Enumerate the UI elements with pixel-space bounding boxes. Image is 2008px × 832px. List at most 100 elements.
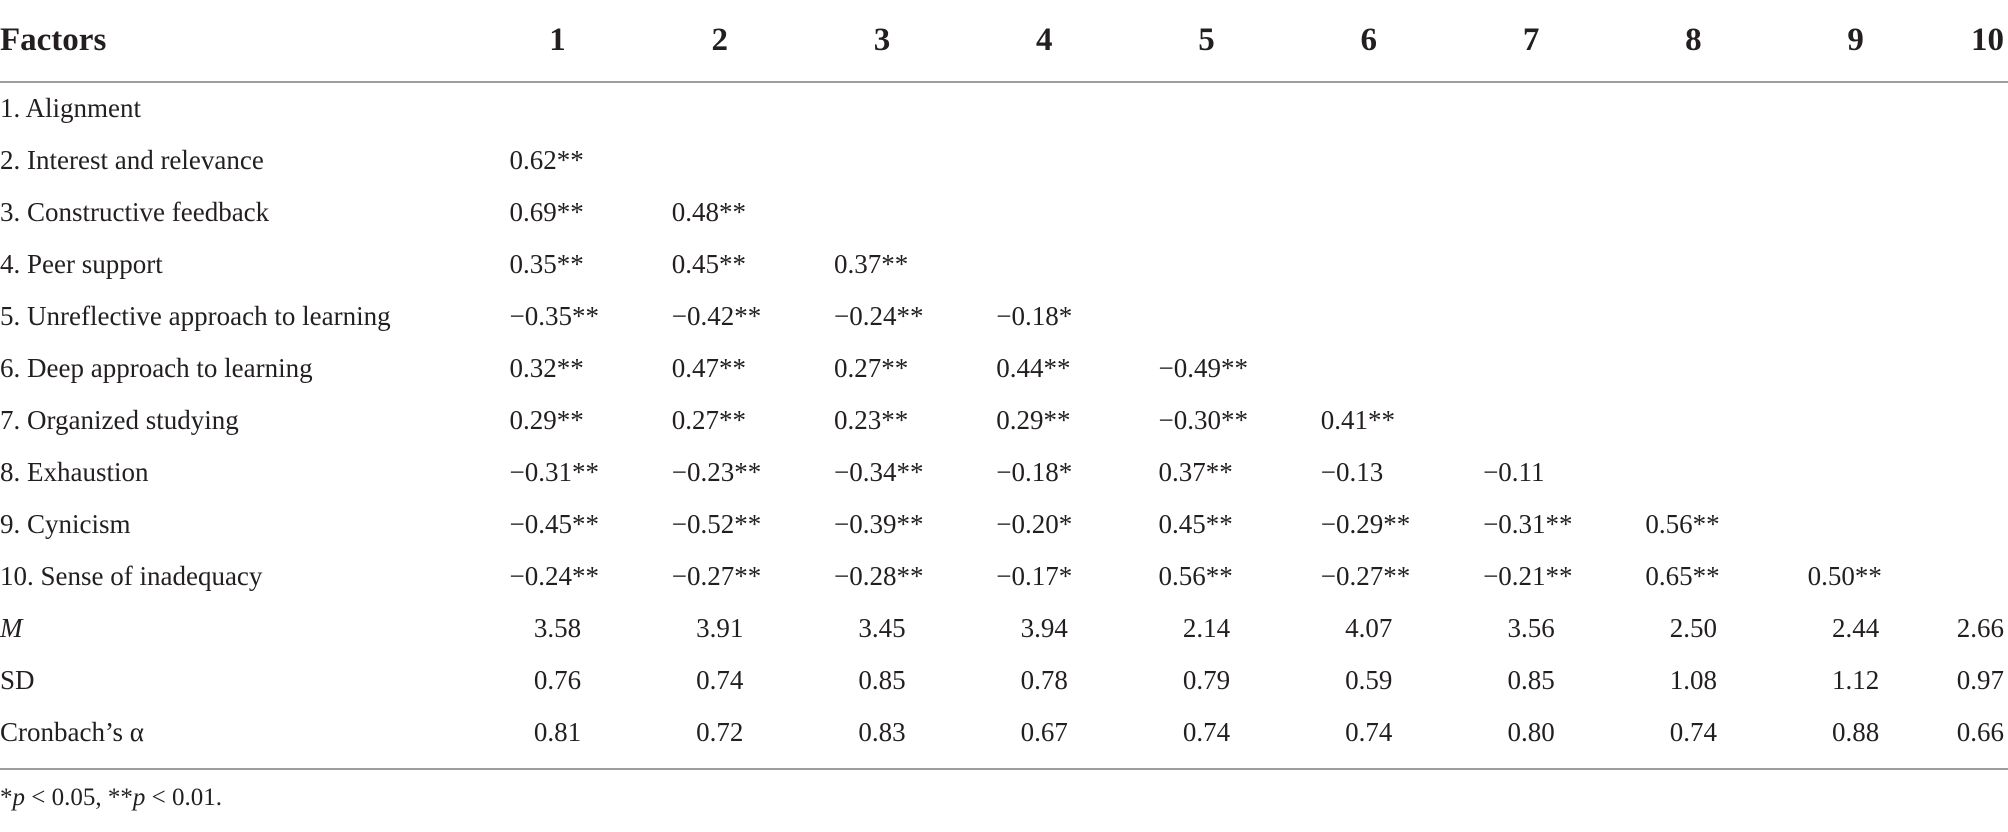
table-cell: 0.72 (639, 706, 801, 768)
cell-value: 3.94 (1020, 612, 1068, 643)
cell-value: 1.08 (1669, 664, 1717, 695)
cell-value: 0.35** (509, 248, 584, 279)
cell-value: −0.30** (1158, 404, 1249, 435)
cell-value: 0.48** (671, 196, 746, 227)
table-cell: 0.85 (1450, 654, 1612, 706)
table-cell (1288, 342, 1450, 394)
table-cell (1288, 134, 1450, 186)
cell-value: −0.31** (1483, 508, 1573, 539)
table-cell (1774, 82, 1936, 134)
table-cell: −0.52** (639, 498, 801, 550)
footnote-symbol: ** (107, 784, 133, 811)
cell-value: 1.12 (1831, 664, 1880, 695)
table-row: 1. Alignment (0, 82, 2008, 134)
cell-value: 0.76 (533, 664, 582, 695)
cell-value: −0.18* (996, 300, 1073, 331)
cell-value: 0.37** (1158, 456, 1233, 487)
table-cell: −0.30** (1125, 394, 1287, 446)
table-cell (1612, 82, 1774, 134)
column-header: 8 (1612, 0, 1775, 83)
column-header: 9 (1774, 0, 1937, 83)
table-cell (963, 186, 1125, 238)
table-cell: 0.29** (963, 394, 1125, 446)
cell-value: 0.74 (1669, 716, 1717, 747)
table-cell: 0.44** (963, 342, 1125, 394)
table-cell: 0.23** (801, 394, 963, 446)
table-cell (1450, 342, 1612, 394)
table-cell: 0.67 (963, 706, 1125, 768)
cell-value: 0.67 (1020, 716, 1068, 747)
correlation-table: Factors 1 2 3 4 5 6 7 8 9 10 1. Alignmen… (0, 0, 2008, 768)
table-cell: 0.69** (476, 186, 638, 238)
table-row: 4. Peer support 0.35** 0.45** 0.37** (0, 238, 2008, 290)
cell-value: 0.72 (696, 716, 744, 747)
table-cell: 0.62** (476, 134, 638, 186)
table-cell: 1.08 (1612, 654, 1774, 706)
table-cell: 0.37** (1125, 446, 1287, 498)
table-cell (1612, 238, 1774, 290)
table-cell: −0.11 (1450, 446, 1612, 498)
table-cell (1774, 342, 1936, 394)
table-cell: 0.85 (801, 654, 963, 706)
table-cell (1937, 186, 2008, 238)
cell-value: 4.07 (1345, 612, 1393, 643)
table-cell: 0.97 (1937, 654, 2008, 706)
row-label-text: 3. Constructive feedback (0, 196, 270, 227)
table-row: 2. Interest and relevance 0.62** (0, 134, 2008, 186)
table-cell (1125, 134, 1287, 186)
table-cell: 3.56 (1450, 602, 1612, 654)
table-cell: 0.74 (639, 654, 801, 706)
column-header: 7 (1449, 0, 1613, 83)
row-label: 2. Interest and relevance (0, 134, 476, 186)
table-cell: 0.47** (639, 342, 801, 394)
row-label-text: 10. Sense of inadequacy (0, 560, 263, 591)
cell-value: 3.45 (858, 612, 906, 643)
cell-value: 0.97 (1956, 664, 2004, 695)
cell-value: −0.49** (1158, 352, 1249, 383)
table-cell: 0.76 (476, 654, 638, 706)
row-label: Cronbach’s α (0, 706, 476, 768)
table-cell: 0.29** (476, 394, 638, 446)
table-cell (1774, 394, 1936, 446)
table-cell (1937, 498, 2008, 550)
table-cell (1450, 238, 1612, 290)
cell-value: 0.66 (1956, 716, 2004, 747)
table-cell (1288, 186, 1450, 238)
table-cell: −0.39** (801, 498, 963, 550)
cell-value: 0.59 (1345, 664, 1393, 695)
cell-value: 0.69** (509, 196, 584, 227)
table-cell (1937, 394, 2008, 446)
table-cell: 2.50 (1612, 602, 1774, 654)
cell-value: −0.34** (834, 456, 924, 487)
table-cell: −0.17* (963, 550, 1125, 602)
table-cell: 2.66 (1937, 602, 2008, 654)
cell-value: −0.18* (996, 456, 1073, 487)
table-cell: −0.18* (963, 446, 1125, 498)
table-cell (1937, 446, 2008, 498)
row-label-text: M (0, 612, 23, 643)
table-cell: 0.79 (1125, 654, 1287, 706)
table-cell: 2.14 (1125, 602, 1287, 654)
cell-value: 0.29** (509, 404, 584, 435)
table-bottom-rule (0, 768, 2008, 770)
row-label-text: 7. Organized studying (0, 404, 239, 435)
table-cell (1450, 134, 1612, 186)
cell-value: 0.32** (509, 352, 584, 383)
cell-value: −0.27** (671, 560, 762, 591)
table-cell: −0.35** (476, 290, 638, 342)
table-cell (476, 82, 638, 134)
table-cell: 2.44 (1774, 602, 1936, 654)
table-cell: 0.35** (476, 238, 638, 290)
cell-value: 0.56** (1645, 508, 1720, 539)
row-label: 4. Peer support (0, 238, 476, 290)
table-row: 5. Unreflective approach to learning −0.3… (0, 290, 2008, 342)
table-cell: 0.81 (476, 706, 638, 768)
row-label: 8. Exhaustion (0, 446, 476, 498)
row-label-text: Cronbach’s α (0, 716, 144, 747)
table-cell: 0.37** (801, 238, 963, 290)
table-cell (1937, 82, 2008, 134)
table-cell (1612, 446, 1774, 498)
table-cell: 0.78 (963, 654, 1125, 706)
cell-value: 0.44** (996, 352, 1071, 383)
